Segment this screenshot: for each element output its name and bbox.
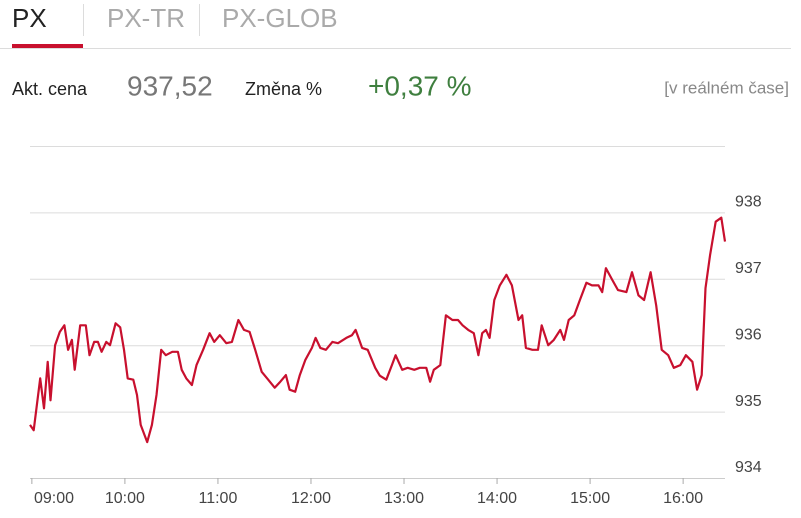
x-tick-label: 13:00 [384, 490, 424, 507]
tab[interactable]: PX-GLOB [222, 3, 338, 33]
x-tick-label: 11:00 [199, 490, 238, 507]
x-tick-label: 10:00 [105, 490, 145, 507]
change: +0,37 % [368, 70, 472, 101]
realtime-note: [v reálném čase] [664, 78, 789, 97]
tab[interactable]: PX [12, 3, 47, 33]
price-line [29, 216, 727, 444]
y-tick-label: 936 [735, 326, 762, 343]
x-tick-label: 16:00 [663, 490, 703, 507]
price: 937,52 [127, 70, 213, 101]
active-tab-underline [12, 44, 83, 48]
y-tick-label: 934 [735, 459, 762, 476]
price-label: Akt. cena [12, 79, 88, 99]
y-tick-label: 937 [735, 260, 762, 277]
x-tick-label: 12:00 [291, 490, 331, 507]
change-label: Změna % [245, 79, 322, 99]
y-tick-label: 935 [735, 393, 762, 410]
x-tick-label: 09:00 [34, 490, 74, 507]
y-tick-label: 938 [735, 194, 762, 211]
x-tick-label: 14:00 [477, 490, 517, 507]
x-tick-label: 15:00 [570, 490, 610, 507]
tab[interactable]: PX-TR [107, 3, 185, 33]
